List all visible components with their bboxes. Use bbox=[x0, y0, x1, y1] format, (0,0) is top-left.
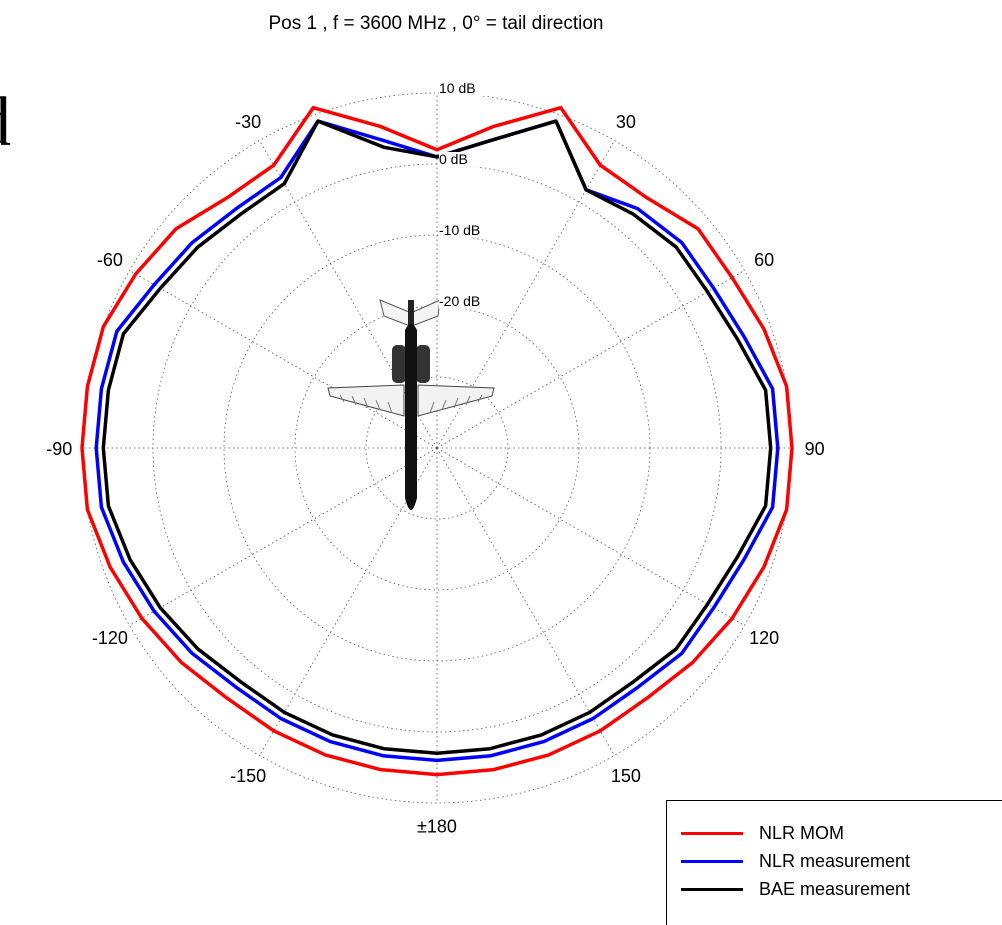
grid-circle bbox=[294, 305, 580, 591]
series-line-2 bbox=[101, 119, 773, 756]
angle-tick-label: 60 bbox=[754, 250, 774, 270]
series-group bbox=[80, 105, 794, 777]
grid-spoke bbox=[129, 447, 438, 626]
legend: NLR MOM NLR measurement BAE measurement bbox=[666, 800, 1002, 925]
legend-swatch-black bbox=[681, 888, 743, 891]
clipped-glyph: d bbox=[0, 88, 11, 158]
grid-spoke bbox=[129, 270, 438, 449]
legend-swatch-blue bbox=[681, 860, 743, 863]
legend-label: NLR MOM bbox=[759, 823, 844, 843]
grid-spoke bbox=[436, 270, 745, 449]
radial-label-bg bbox=[439, 223, 493, 238]
radial-label-bg bbox=[439, 294, 493, 309]
angle-tick-label: -90 bbox=[46, 439, 72, 459]
chart-title: Pos 1 , f = 3600 MHz , 0° = tail directi… bbox=[269, 13, 604, 34]
angle-tick-label: 30 bbox=[616, 112, 636, 132]
legend-item-bae-measurement: BAE measurement bbox=[681, 879, 910, 900]
angle-tick-label: 120 bbox=[749, 628, 779, 648]
angle-tick-label: -120 bbox=[92, 628, 128, 648]
radial-label-bg bbox=[439, 81, 493, 96]
legend-swatch-red bbox=[681, 832, 743, 835]
radial-tick-label: 10 dB bbox=[439, 80, 476, 96]
airplane-icon bbox=[327, 299, 495, 510]
angle-tick-label: 150 bbox=[611, 766, 641, 786]
angle-tick-label: -150 bbox=[230, 766, 266, 786]
angle-tick-label: ±180 bbox=[417, 817, 457, 837]
radial-tick-label: -10 dB bbox=[439, 222, 480, 238]
legend-item-nlr-measurement: NLR measurement bbox=[681, 851, 910, 872]
angle-tick-label: -30 bbox=[235, 112, 261, 132]
series-line-0 bbox=[80, 105, 794, 777]
legend-item-nlr-mom: NLR MOM bbox=[681, 823, 844, 844]
series-line-1 bbox=[94, 119, 780, 763]
legend-label: BAE measurement bbox=[759, 879, 911, 899]
angle-tick-label: 90 bbox=[805, 439, 825, 459]
polar-grid bbox=[81, 92, 793, 804]
grid-circle bbox=[365, 376, 509, 520]
radial-tick-label: -20 dB bbox=[439, 293, 480, 309]
radial-tick-label: 0 dB bbox=[439, 151, 468, 167]
grid-spoke bbox=[436, 447, 745, 626]
legend-label: NLR measurement bbox=[759, 851, 911, 871]
radial-label-bg bbox=[439, 152, 493, 167]
grid-spoke bbox=[436, 447, 615, 756]
angle-tick-label: -60 bbox=[97, 250, 123, 270]
tick-labels: 30 60 90 120 150 ±180 -150 -120 -90 -60 -30 10 dB 0 … bbox=[46, 80, 824, 837]
